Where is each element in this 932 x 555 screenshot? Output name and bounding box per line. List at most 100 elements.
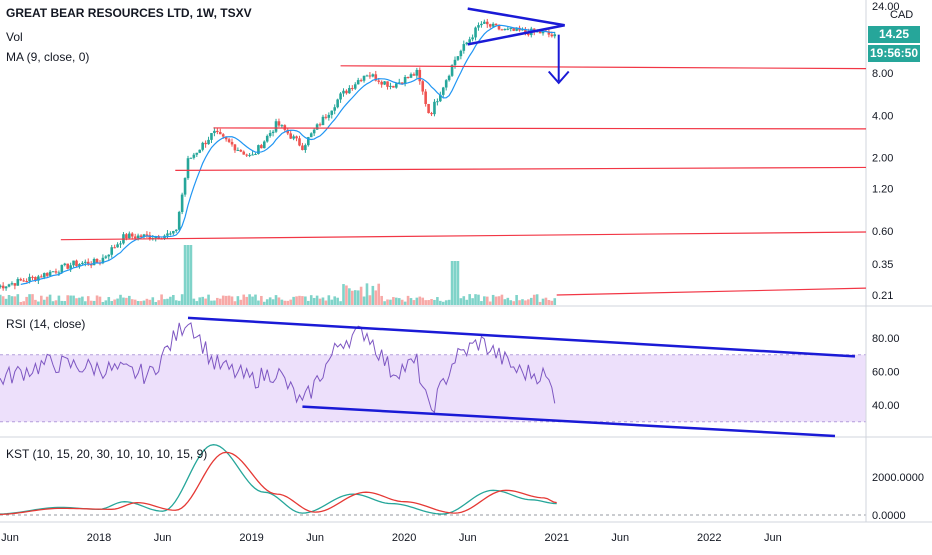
support-resistance-line [556, 287, 867, 296]
volume-bar [477, 294, 480, 305]
volume-bar [133, 299, 137, 305]
rsi-indicator-label[interactable]: RSI (14, close) [6, 317, 86, 331]
candle-body [400, 82, 404, 85]
volume-bar [371, 285, 375, 305]
time-tick-label: Jun [611, 532, 629, 544]
volume-bar [160, 294, 163, 305]
candle-body [86, 261, 90, 265]
candle-body [230, 141, 234, 145]
candle-body [139, 235, 143, 238]
ma-indicator-label[interactable]: MA (9, close, 0) [6, 50, 90, 64]
volume-bar [98, 296, 102, 305]
candle-body [63, 263, 67, 265]
kst-indicator-label[interactable]: KST (10, 15, 20, 30, 10, 10, 10, 15, 9) [6, 447, 208, 461]
volume-bar [239, 299, 243, 305]
volume-bar [148, 299, 152, 305]
candle-body [430, 113, 433, 115]
symbol-title[interactable]: GREAT BEAR RESOURCES LTD, 1W, TSXV [6, 6, 252, 20]
volume-bar [166, 298, 169, 305]
candle-body [89, 264, 93, 266]
candle-body [312, 129, 316, 134]
candle-body [183, 178, 187, 195]
candle-body [66, 263, 70, 269]
volume-bar [374, 290, 378, 305]
volume-bar [280, 299, 284, 305]
price-tick-label: 24.00 [872, 1, 900, 13]
volume-bar [157, 300, 160, 305]
volume-bar [236, 296, 240, 305]
volume-bar [535, 294, 539, 305]
volume-bar [509, 300, 513, 305]
volume-bar [512, 301, 515, 305]
time-tick-label: 2022 [697, 532, 721, 544]
candle-body [304, 145, 307, 151]
volume-bar [31, 294, 34, 305]
volume-bar [348, 288, 351, 305]
volume-bar [230, 296, 234, 305]
volume-bar [395, 297, 398, 305]
volume-bar [75, 298, 78, 305]
volume-bar [213, 300, 216, 305]
candle-body [424, 91, 427, 104]
volume-bar [518, 300, 521, 305]
candle-body [128, 233, 131, 239]
candle-body [342, 90, 345, 94]
volume-bar [142, 300, 146, 305]
volume-bar [318, 298, 322, 305]
candle-body [515, 27, 518, 31]
volume-bar [28, 294, 31, 305]
volume-bar [450, 261, 454, 305]
volume-bar [462, 296, 466, 305]
volume-bar [330, 299, 334, 305]
volume-bar [60, 300, 64, 305]
volume-bar [403, 301, 407, 305]
candle-body [471, 37, 474, 40]
candle-body [248, 154, 251, 156]
candle-body [28, 276, 31, 282]
volume-indicator-label[interactable]: Vol [6, 30, 23, 44]
volume-bar [345, 285, 348, 305]
candle-body [210, 133, 213, 140]
volume-bar [524, 300, 527, 305]
candle-body [368, 75, 372, 77]
volume-bar [359, 286, 363, 305]
volume-bar [254, 294, 257, 305]
candle-body [327, 114, 331, 118]
candle-body [148, 235, 152, 240]
candle-body [318, 124, 322, 126]
volume-bar [406, 295, 410, 305]
candle-body [189, 157, 193, 159]
candle-body [242, 151, 246, 155]
price-tick-label: 4.00 [872, 110, 893, 122]
candle-body [195, 152, 199, 155]
candle-body [547, 31, 551, 35]
volume-bar [13, 296, 17, 305]
candle-body [465, 42, 469, 45]
rsi-tick-label: 40.00 [872, 400, 900, 412]
volume-bar [128, 295, 131, 305]
volume-bar [353, 290, 357, 305]
volume-bar [54, 300, 58, 305]
volume-bar [25, 296, 28, 305]
volume-bar [362, 296, 366, 305]
volume-bar [22, 301, 25, 305]
candle-body [227, 139, 231, 142]
volume-bar [251, 296, 254, 305]
candle-body [480, 23, 483, 26]
volume-bar [78, 297, 81, 305]
volume-bar [207, 294, 210, 305]
volume-bar [277, 297, 281, 305]
volume-bar [298, 295, 301, 305]
candle-body [439, 94, 442, 102]
candle-body [198, 149, 202, 153]
candle-body [441, 87, 445, 95]
kst-tick-label: 2000.0000 [872, 472, 924, 484]
candle-body [500, 29, 504, 31]
price-tick-label: 0.21 [872, 290, 893, 302]
candle-body [54, 271, 58, 273]
candle-body [186, 158, 190, 179]
volume-bar [389, 299, 392, 305]
candle-body [289, 133, 292, 139]
